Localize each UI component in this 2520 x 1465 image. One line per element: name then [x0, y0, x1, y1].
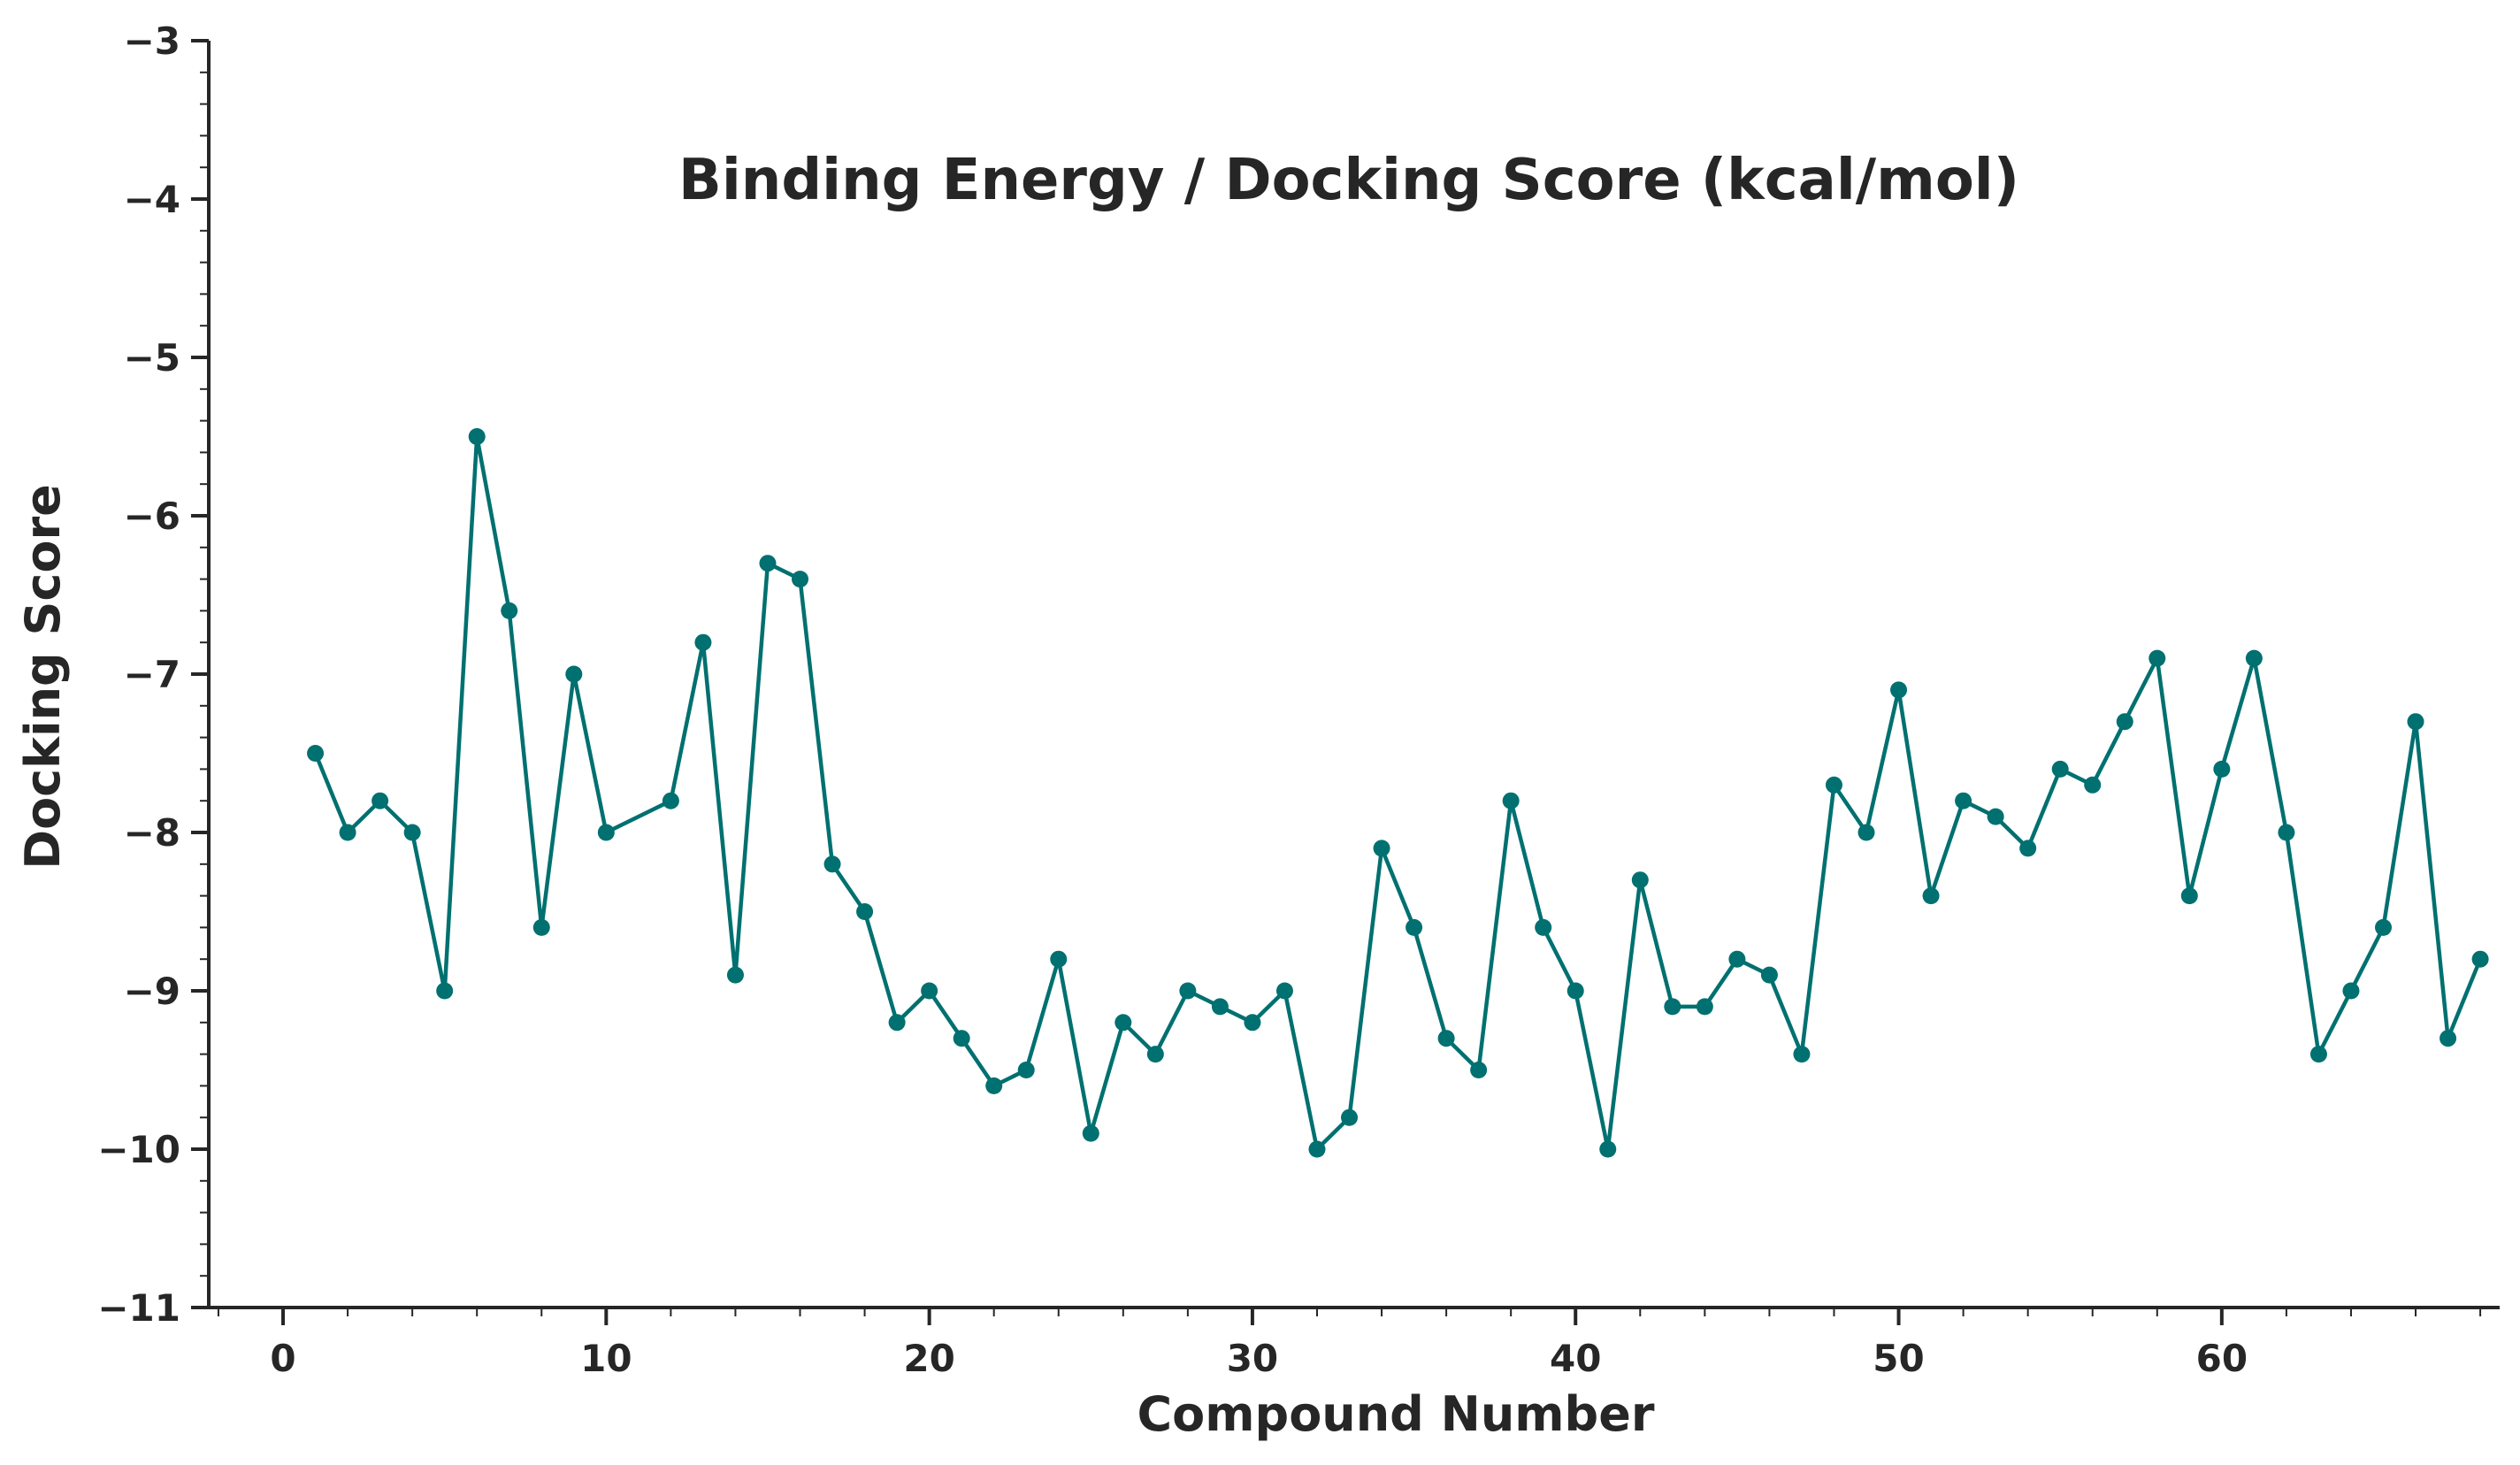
series [307, 428, 2489, 1158]
data-point [2149, 649, 2166, 667]
y-tick-label: −3 [124, 19, 180, 63]
data-point [1987, 808, 2004, 825]
data-point [1696, 998, 1713, 1016]
series-line [313, 434, 2483, 1152]
data-point [1825, 776, 1842, 794]
data-point [2374, 918, 2392, 936]
data-point [2309, 1046, 2327, 1063]
data-point [1017, 1062, 1035, 1078]
data-point [856, 903, 874, 920]
data-point [1599, 1140, 1617, 1158]
data-point [1275, 982, 1293, 1000]
data-point [726, 966, 744, 984]
chart-title: Binding Energy / Docking Score (kcal/mol… [678, 148, 2019, 213]
x-tick-label: 0 [270, 1337, 295, 1380]
x-tick-label: 40 [1550, 1337, 1601, 1380]
data-point [565, 665, 583, 683]
data-point [2116, 713, 2133, 731]
data-point [823, 855, 841, 873]
data-point [1922, 887, 1940, 905]
data-point [662, 792, 679, 809]
x-axis-label: Compound Number [1137, 1386, 1655, 1442]
data-point [1760, 966, 1778, 984]
data-point [2051, 760, 2069, 778]
data-point [1244, 1014, 1261, 1032]
data-point [2245, 649, 2263, 667]
x-tick-label: 50 [1873, 1337, 1924, 1380]
data-point [339, 824, 356, 841]
data-point [307, 745, 325, 762]
y-tick-label: −11 [97, 1286, 180, 1330]
y-axis-label: Docking Score [15, 484, 71, 870]
data-point [2213, 760, 2231, 778]
data-point [985, 1077, 1003, 1094]
data-point [501, 602, 518, 619]
data-point [1502, 792, 1520, 809]
y-tick-label: −4 [124, 178, 180, 221]
data-point [2019, 840, 2037, 857]
y-tick-label: −6 [124, 495, 180, 538]
data-point [597, 824, 615, 841]
y-tick-label: −9 [124, 970, 180, 1013]
data-point [2407, 713, 2424, 731]
data-point [759, 555, 777, 572]
data-point [1566, 982, 1584, 1000]
data-point [2180, 887, 2198, 905]
data-point [1373, 840, 1390, 857]
data-point [2471, 950, 2489, 968]
data-point [1211, 998, 1229, 1016]
data-point [1082, 1124, 1099, 1142]
data-point [1728, 950, 1746, 968]
data-point [1857, 824, 1875, 841]
y-tick-label: −5 [124, 336, 180, 380]
data-point [1406, 918, 1423, 936]
data-point [532, 918, 550, 936]
data-point [1146, 1046, 1164, 1063]
data-point [1437, 1030, 1455, 1047]
data-point [1890, 681, 1908, 699]
data-point [1050, 950, 1068, 968]
y-tick-label: −7 [124, 653, 180, 696]
data-point [1341, 1108, 1359, 1126]
data-point [921, 982, 938, 1000]
data-point [953, 1030, 970, 1047]
data-point [403, 824, 421, 841]
y-tick-label: −8 [124, 811, 180, 855]
data-point [888, 1014, 906, 1032]
data-point [1114, 1014, 1132, 1032]
data-point [792, 571, 809, 588]
data-point [1631, 871, 1649, 889]
data-point [2342, 982, 2360, 1000]
x-tick-label: 60 [2196, 1337, 2248, 1380]
data-point [1470, 1062, 1488, 1078]
data-point [2278, 824, 2295, 841]
data-point [1535, 918, 1552, 936]
data-point [2084, 776, 2102, 794]
ticks: −3 −4 −5 −6 −7 −8 −9 −10 −11 0 10 20 30 40 50 60 [97, 19, 2482, 1380]
data-point [436, 982, 454, 1000]
data-point [1308, 1140, 1326, 1158]
data-point [1179, 982, 1197, 1000]
data-point [694, 633, 712, 651]
data-point [1664, 998, 1681, 1016]
x-tick-label: 30 [1227, 1337, 1278, 1380]
data-point [1955, 792, 1972, 809]
y-tick-label: −10 [97, 1128, 180, 1171]
data-point [2440, 1030, 2457, 1047]
data-point [468, 428, 486, 445]
data-point [371, 792, 389, 809]
x-tick-label: 20 [903, 1337, 954, 1380]
x-tick-label: 10 [580, 1337, 632, 1380]
data-point [1793, 1046, 1811, 1063]
